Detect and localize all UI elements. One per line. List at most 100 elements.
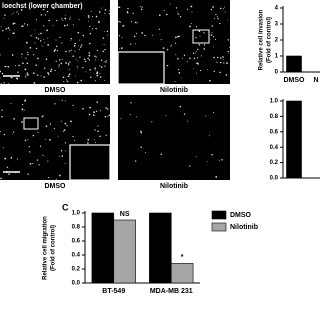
cell	[23, 100, 25, 102]
cell	[227, 50, 230, 53]
cell	[0, 130, 1, 133]
cell	[3, 17, 5, 19]
cell	[66, 124, 68, 127]
cell	[196, 72, 197, 74]
cell	[216, 56, 219, 59]
cell	[64, 163, 66, 165]
cell	[22, 103, 24, 106]
y-tick-label: 0.0	[72, 281, 81, 287]
cell	[118, 20, 120, 23]
cell	[49, 70, 52, 73]
cell	[12, 12, 14, 14]
cell	[25, 74, 27, 76]
cell	[183, 113, 186, 115]
cell	[38, 164, 40, 166]
panel-label: DMSO	[45, 183, 67, 190]
cell	[127, 8, 129, 10]
cell	[29, 46, 32, 49]
cell	[206, 161, 208, 162]
cell	[40, 32, 42, 35]
panel-label: Nilotinib	[160, 87, 188, 94]
cell	[176, 11, 178, 13]
cell	[118, 6, 121, 8]
cell	[134, 43, 136, 45]
cell	[160, 39, 162, 41]
cell	[18, 13, 20, 15]
cell	[0, 82, 2, 84]
cell	[54, 48, 57, 50]
cell	[65, 50, 67, 53]
cell	[211, 25, 213, 27]
cell	[58, 59, 61, 61]
cell	[35, 36, 38, 39]
cell	[10, 76, 13, 79]
cell	[193, 57, 196, 60]
cell	[35, 64, 38, 66]
cell	[26, 24, 29, 26]
cell	[227, 39, 229, 41]
cell	[219, 7, 222, 10]
cell	[47, 72, 49, 74]
cell	[190, 23, 192, 25]
cell	[198, 44, 201, 46]
cell	[27, 53, 29, 56]
cell	[87, 142, 89, 144]
cell	[14, 65, 17, 67]
cell	[135, 32, 138, 34]
cell	[21, 121, 23, 123]
y-tick-label: 0.4	[72, 253, 81, 259]
cell	[12, 133, 14, 135]
cell	[212, 6, 214, 8]
cell	[47, 37, 49, 39]
y-tick-label: 0	[275, 70, 279, 76]
cell	[203, 32, 205, 34]
cell	[17, 71, 19, 73]
cell	[63, 80, 65, 83]
cell	[192, 52, 195, 54]
cell	[129, 114, 131, 116]
cell	[38, 33, 40, 35]
cell	[119, 48, 121, 50]
cell	[1, 115, 3, 118]
cell	[62, 130, 64, 132]
cell	[70, 49, 72, 51]
cell	[53, 127, 55, 129]
cell	[95, 16, 98, 18]
cell	[21, 62, 23, 64]
cell	[68, 50, 70, 52]
cell	[0, 177, 2, 180]
cell	[123, 24, 125, 27]
cell	[195, 37, 197, 39]
cell	[145, 151, 146, 153]
cell	[118, 35, 120, 37]
cell	[89, 106, 91, 109]
cell	[37, 37, 39, 39]
cell	[178, 68, 180, 71]
annotation: *	[181, 254, 184, 261]
cell	[66, 79, 68, 81]
x-tick-label: BT-549	[102, 288, 125, 295]
cell	[104, 30, 106, 32]
cell	[69, 61, 71, 63]
cell	[219, 61, 222, 64]
cell	[29, 162, 32, 165]
cell	[186, 61, 188, 63]
cell	[60, 62, 63, 65]
cell	[20, 9, 23, 11]
cell	[60, 18, 63, 20]
cell	[13, 22, 16, 25]
cell	[24, 68, 27, 71]
cell	[4, 14, 6, 16]
y-axis-label: Relative cell invasion	[259, 9, 265, 70]
cell	[174, 81, 176, 83]
cell	[79, 49, 81, 51]
cell	[72, 55, 74, 57]
y-tick-label: 0.8	[270, 114, 279, 120]
cell	[104, 9, 107, 11]
cell	[73, 45, 76, 47]
panel-label: loechst (lower chamber)	[2, 3, 83, 10]
y-tick-label: 1.0	[270, 99, 279, 105]
bar	[113, 219, 136, 284]
micrograph	[118, 95, 230, 180]
cell	[61, 99, 63, 101]
